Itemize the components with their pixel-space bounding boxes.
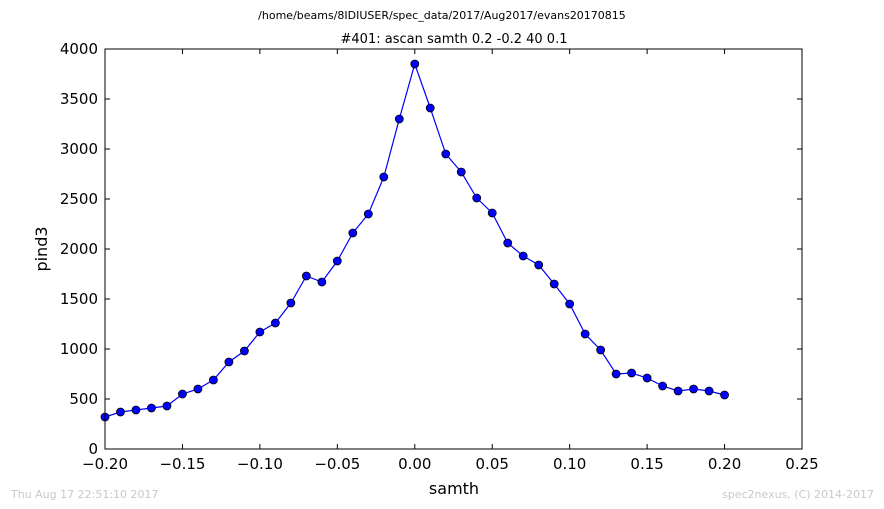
data-point	[410, 59, 420, 69]
data-point	[611, 369, 621, 379]
data-point	[565, 299, 575, 309]
x-axis-label: samth	[429, 479, 479, 498]
y-tick-label: 2500	[60, 190, 98, 208]
data-point	[286, 298, 296, 308]
data-point	[704, 386, 714, 396]
data-point	[580, 329, 590, 339]
data-point	[317, 277, 327, 287]
data-point	[270, 318, 280, 328]
data-point	[441, 149, 451, 159]
y-tick-label: 2000	[60, 240, 98, 258]
y-tick-label: 4000	[60, 40, 98, 58]
y-tick-label: 500	[69, 390, 98, 408]
x-tick-label: −0.15	[159, 455, 205, 473]
data-point	[379, 172, 389, 182]
x-tick-label: −0.20	[82, 455, 128, 473]
chart-title: #401: ascan samth 0.2 -0.2 40 0.1	[341, 32, 568, 47]
x-tick-label: −0.10	[237, 455, 283, 473]
data-point	[178, 389, 187, 399]
x-tick-label: 0.25	[785, 455, 818, 473]
data-point	[394, 114, 404, 124]
data-point	[503, 238, 513, 248]
data-point	[224, 357, 234, 367]
data-point	[193, 384, 203, 394]
data-point	[549, 279, 559, 289]
data-point	[239, 346, 249, 356]
plot-frame	[104, 48, 803, 450]
y-tick-label: 3000	[60, 140, 98, 158]
x-tick-label: 0.10	[553, 455, 586, 473]
data-point	[456, 167, 466, 177]
data-point	[487, 208, 497, 218]
x-axis-ticks: −0.20 −0.15 −0.10 −0.05 0.00 0.05 0.10 0.15 0.20…	[82, 49, 819, 473]
y-tick-label: 3500	[60, 90, 98, 108]
x-tick-label: 0.05	[476, 455, 509, 473]
data-point	[162, 401, 172, 411]
figure-suptitle: /home/beams/8IDIUSER/spec_data/2017/Aug2…	[258, 9, 626, 22]
data-point	[472, 193, 482, 203]
series-line	[104, 62, 725, 418]
data-point	[209, 375, 218, 385]
x-tick-label: 0.20	[708, 455, 741, 473]
footer-credit: spec2nexus, (C) 2014-2017	[722, 488, 874, 501]
y-tick-label: 1000	[60, 340, 98, 358]
y-tick-label: 1500	[60, 290, 98, 308]
data-point	[348, 228, 358, 238]
x-tick-label: 0.15	[630, 455, 663, 473]
data-point	[720, 390, 729, 400]
data-point	[425, 103, 435, 113]
data-point	[147, 403, 156, 413]
data-point	[518, 251, 528, 261]
y-tick-label: 0	[88, 440, 98, 458]
data-point	[131, 405, 141, 415]
data-point	[116, 407, 125, 417]
data-point	[332, 256, 342, 266]
data-point	[673, 386, 683, 396]
data-point	[255, 327, 265, 337]
data-point	[534, 260, 544, 270]
y-axis-label: pind3	[32, 226, 51, 271]
data-point	[627, 368, 637, 378]
data-point	[301, 271, 311, 281]
data-point	[689, 384, 698, 394]
data-point	[642, 373, 652, 383]
data-point	[658, 381, 667, 391]
footer-timestamp: Thu Aug 17 22:51:10 2017	[11, 488, 159, 501]
x-tick-label: 0.00	[398, 455, 431, 473]
data-point	[363, 209, 373, 219]
y-axis-ticks: 0 500 1000 1500 2000 2500 3000 3500 4000	[60, 40, 802, 458]
data-series	[100, 59, 729, 422]
data-point	[596, 345, 606, 355]
x-tick-label: −0.05	[314, 455, 360, 473]
